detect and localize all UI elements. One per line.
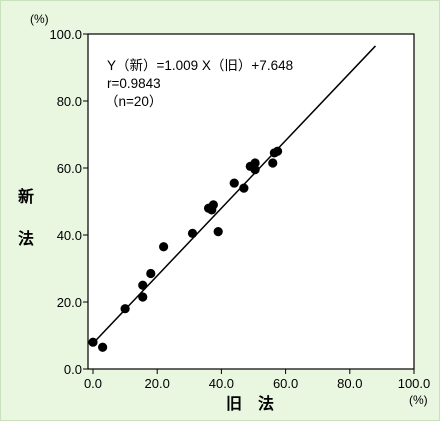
plot-area <box>87 33 415 370</box>
y-tick-label: 20.0 <box>57 295 82 310</box>
y-tick-label: 0.0 <box>64 362 82 377</box>
data-point <box>250 165 260 175</box>
data-point <box>213 227 223 237</box>
x-tick-label: 20.0 <box>145 376 170 391</box>
data-point <box>138 280 148 290</box>
x-tick-label: 60.0 <box>273 376 298 391</box>
x-tick-label: 100.0 <box>398 376 431 391</box>
correlation-coefficient: r=0.9843 <box>107 76 161 91</box>
data-point <box>138 292 148 302</box>
y-tick-label: 100.0 <box>49 27 82 42</box>
y-axis-label-char-1: 新 <box>18 187 34 206</box>
data-point <box>208 200 218 210</box>
y-unit-label: (%) <box>30 12 49 26</box>
data-point <box>250 158 260 168</box>
data-point <box>187 228 198 238</box>
x-tick-label: 40.0 <box>209 376 234 391</box>
data-point <box>268 158 278 168</box>
sample-size: （n=20） <box>105 94 162 109</box>
data-point <box>88 337 98 347</box>
y-tick-label: 40.0 <box>57 228 82 243</box>
data-point <box>239 183 249 193</box>
data-point <box>272 146 283 156</box>
data-point <box>146 268 156 279</box>
regression-equation: Y（新）=1.009 X（旧）+7.648 <box>107 58 293 73</box>
data-point <box>98 342 108 352</box>
x-tick-label: 80.0 <box>337 376 362 391</box>
y-tick-label: 80.0 <box>57 94 82 109</box>
data-point <box>120 304 130 314</box>
x-tick-label: 0.0 <box>84 376 102 391</box>
data-point <box>159 242 169 252</box>
data-point <box>229 178 239 188</box>
y-axis-label-char-2: 法 <box>18 229 34 248</box>
x-unit-label: (%) <box>409 393 428 407</box>
x-axis-label: 旧 法 <box>226 394 274 413</box>
y-tick-label: 60.0 <box>57 161 82 176</box>
